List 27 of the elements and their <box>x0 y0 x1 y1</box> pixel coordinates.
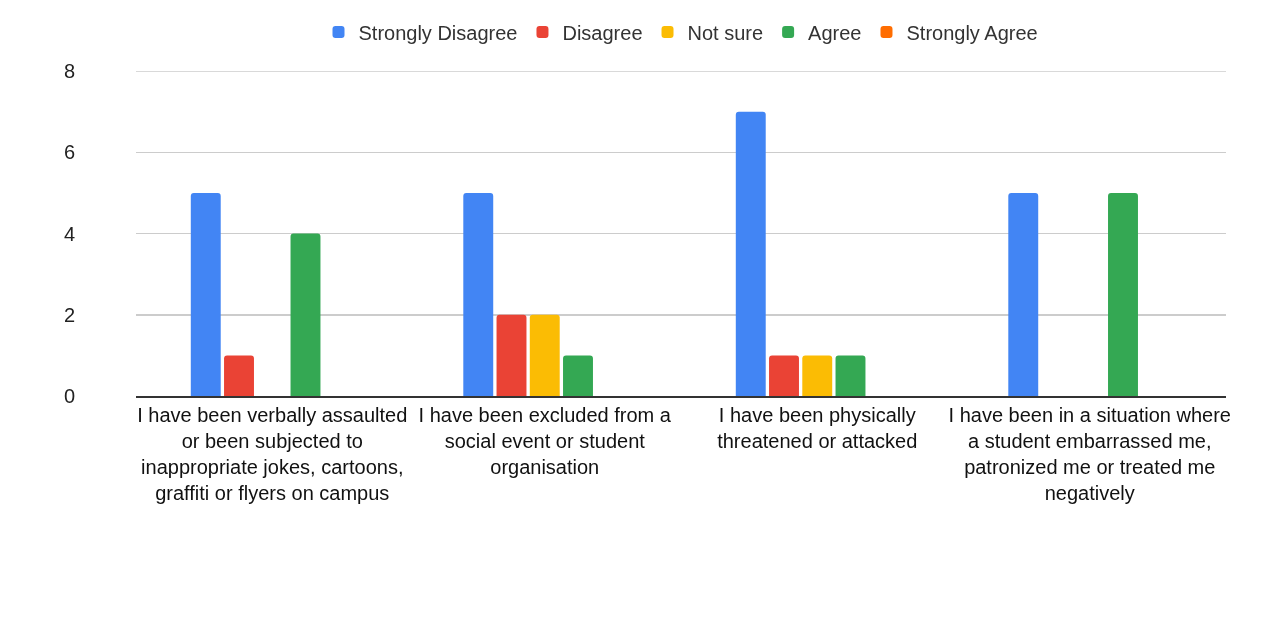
bar <box>290 233 321 396</box>
legend-label: Strongly Disagree <box>358 21 518 44</box>
bar <box>735 111 766 396</box>
bar <box>463 192 494 396</box>
y-tick-label: 0 <box>63 385 75 407</box>
x-tick-label: I have been excluded from a social event or student organisation <box>418 404 672 478</box>
bar <box>496 314 527 396</box>
x-tick-label: I have been in a situation where a student embarrassed me, patronized me or treated me negatively <box>948 404 1231 504</box>
legend-label: Agree <box>808 21 862 44</box>
bar <box>1108 192 1138 396</box>
legend-label: Not sure <box>687 21 764 44</box>
y-tick-label: 2 <box>63 303 75 326</box>
bar <box>802 355 833 396</box>
bar <box>529 314 560 396</box>
bar <box>190 192 221 396</box>
bar <box>1008 192 1039 396</box>
y-tick-label: 4 <box>63 222 75 245</box>
bar <box>835 355 866 396</box>
y-tick-label: 8 <box>63 60 75 82</box>
legend-label: Strongly Agree <box>906 21 1038 44</box>
y-tick-label: 6 <box>63 141 75 164</box>
bar <box>224 355 254 396</box>
x-tick-label: I have been physically threatened or attacked <box>717 404 918 452</box>
bar <box>563 355 593 396</box>
x-tick-label: I have been verbally assaulted or been subjected to inappropriate jokes, cartoons, graffiti or flyers on campus <box>137 404 408 504</box>
bar <box>769 355 799 396</box>
legend-label: Disagree <box>562 21 643 44</box>
